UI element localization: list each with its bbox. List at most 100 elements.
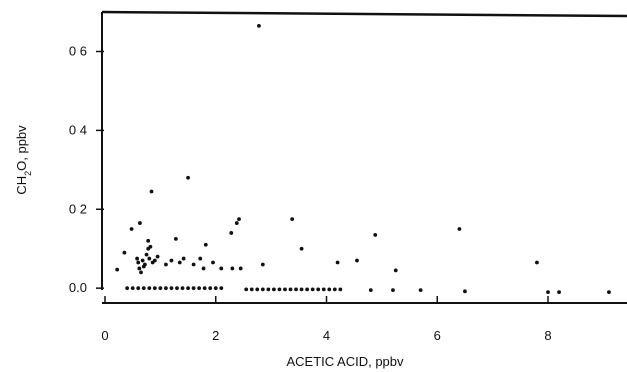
plot-frame: [101, 10, 627, 304]
y-tick-label: 0 6: [69, 44, 87, 59]
data-point: [137, 266, 142, 271]
data-point: [255, 287, 260, 292]
data-point: [546, 290, 550, 295]
data-point: [229, 231, 234, 235]
data-point: [149, 189, 154, 194]
data-point: [115, 267, 120, 272]
data-point: [202, 286, 207, 291]
data-point: [147, 256, 152, 261]
data-point: [140, 258, 145, 263]
data-point: [463, 289, 467, 294]
data-point: [260, 262, 265, 267]
y-tick-label: 0 2: [69, 201, 87, 216]
data-point: [152, 258, 157, 263]
data-point: [175, 286, 179, 291]
x-ticks: 0 2 4 6 8: [101, 296, 552, 343]
data-point: [355, 258, 359, 263]
data-point: [299, 287, 304, 292]
data-point: [299, 246, 304, 251]
data-point: [139, 270, 143, 275]
data-point: [211, 260, 215, 265]
data-point: [155, 254, 160, 259]
data-point: [198, 256, 203, 261]
data-point: [201, 266, 206, 271]
data-point: [122, 250, 127, 255]
data-point: [169, 286, 174, 291]
data-point: [294, 287, 298, 292]
data-point: [147, 286, 152, 291]
data-point: [136, 260, 141, 265]
data-point: [238, 266, 243, 271]
data-point: [277, 287, 282, 292]
data-point: [310, 287, 315, 292]
data-point: [327, 287, 332, 292]
data-point: [125, 286, 130, 291]
y-tick-label: 0.0: [69, 280, 87, 295]
data-point: [249, 287, 254, 292]
data-point: [391, 288, 395, 293]
x-tick-label: 8: [544, 328, 551, 343]
data-point: [305, 287, 310, 292]
data-point: [335, 260, 340, 265]
data-point: [148, 244, 153, 249]
data-point: [332, 287, 337, 292]
data-point: [266, 287, 271, 292]
data-point: [557, 290, 561, 295]
data-point: [607, 290, 611, 295]
data-point: [186, 175, 190, 180]
x-tick-label: 4: [323, 328, 330, 343]
data-points: [115, 23, 611, 295]
data-point: [181, 256, 186, 261]
data-point: [186, 286, 190, 291]
data-point: [393, 268, 398, 273]
data-point: [169, 258, 174, 263]
data-point: [135, 256, 140, 261]
data-point: [316, 287, 321, 292]
data-point: [191, 286, 196, 291]
data-point: [457, 227, 462, 231]
data-point: [418, 288, 423, 293]
data-point: [130, 286, 135, 291]
data-point: [144, 252, 149, 257]
data-point: [173, 236, 178, 241]
data-point: [535, 260, 539, 265]
data-point: [164, 262, 168, 267]
data-point: [234, 221, 239, 225]
data-point: [219, 266, 224, 271]
data-point: [129, 227, 134, 231]
data-point: [219, 286, 224, 291]
data-point: [203, 242, 208, 247]
y-axis-title: CH2O, ppbv: [14, 125, 33, 195]
y-axis-title-main: CH: [14, 176, 29, 195]
y-axis-title-rest: O, ppbv: [14, 125, 29, 171]
data-point: [338, 287, 343, 292]
x-tick-label: 6: [434, 328, 441, 343]
x-tick-label: 0: [101, 328, 108, 343]
x-tick-label: 2: [212, 328, 219, 343]
data-point: [146, 238, 151, 243]
y-tick-label: 0 4: [69, 122, 87, 137]
data-point: [213, 286, 218, 291]
data-point: [257, 23, 261, 28]
data-point: [197, 286, 202, 291]
y-axis-title-subscript: 2: [23, 171, 33, 176]
data-point: [180, 286, 185, 291]
data-point: [271, 287, 276, 292]
data-point: [137, 221, 142, 225]
x-axis-title: ACETIC ACID, ppbv: [286, 354, 404, 369]
data-point: [141, 286, 146, 291]
data-point: [136, 286, 141, 291]
y-ticks: 0.0 0 2 0 4 0 6: [69, 44, 104, 295]
data-point: [191, 262, 196, 267]
data-point: [321, 287, 326, 292]
data-point: [288, 287, 293, 292]
data-point: [230, 266, 235, 271]
data-point: [373, 233, 378, 237]
data-point: [152, 286, 157, 291]
data-point: [208, 286, 213, 291]
data-point: [177, 260, 182, 265]
data-point: [158, 286, 163, 291]
data-point: [260, 287, 265, 292]
data-point: [368, 288, 373, 293]
